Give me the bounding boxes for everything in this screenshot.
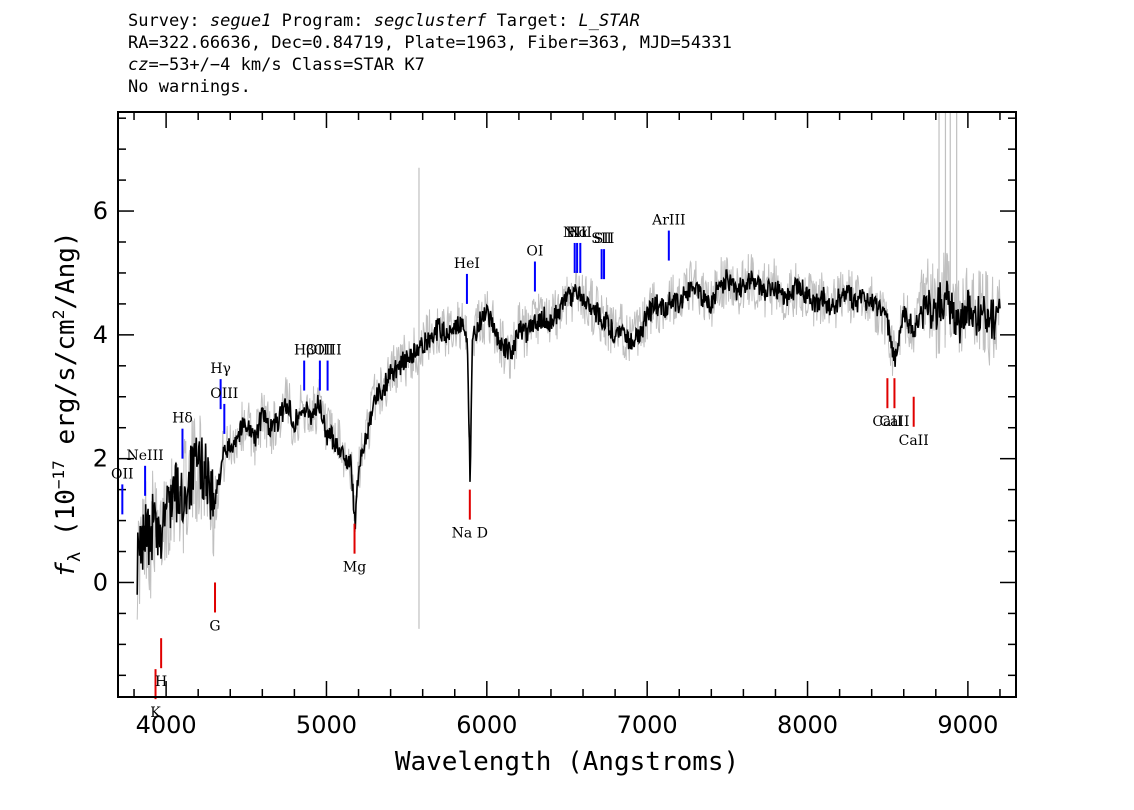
program-name: segclusterf <box>373 11 487 31</box>
emission-line-label: OI <box>526 244 543 260</box>
x-tick-label: 5000 <box>296 711 357 739</box>
x-axis-title: Wavelength (Angstroms) <box>395 747 739 777</box>
x-tick-label: 6000 <box>456 711 517 739</box>
y-axis-title: fλ (10−17 erg/s/cm2/Ang) <box>49 231 85 577</box>
emission-line-label: Hα <box>566 225 588 241</box>
emission-line-label: OIII <box>210 386 238 402</box>
absorption-line-label: H <box>155 674 167 690</box>
x-tick-label: 8000 <box>777 711 838 739</box>
error-band <box>136 112 1001 629</box>
y-tick-label: 4 <box>93 321 108 349</box>
absorption-line-label: CaII <box>899 433 929 449</box>
absorption-line-label: G <box>209 618 220 634</box>
survey-name: segue1 <box>209 11 272 31</box>
emission-line-label: NII <box>563 225 586 241</box>
header-line-4: No warnings. <box>128 77 251 97</box>
absorption-line-label: CaII <box>872 414 902 430</box>
y-tick-label: 2 <box>93 445 108 473</box>
absorption-line-label: Na D <box>452 526 488 542</box>
flux-line <box>136 269 1001 595</box>
x-tick-label: 9000 <box>937 711 998 739</box>
x-tick-label: 7000 <box>617 711 678 739</box>
absorption-line-label: Mg <box>343 560 366 576</box>
emission-line-label: NII <box>569 225 592 241</box>
flux-error-trace <box>136 252 1001 620</box>
emission-line-label: Hβ <box>294 343 314 359</box>
axis-ticks <box>118 112 1016 697</box>
emission-line-label: OIII <box>314 343 342 359</box>
emission-line-label: Hγ <box>210 361 231 377</box>
header-line-3: cz=−53+/−4 km/s Class=STAR K7 <box>128 54 732 76</box>
header-line-2: RA=322.66636, Dec=0.84719, Plate=1963, F… <box>128 33 732 53</box>
x-tick-label: 4000 <box>136 711 197 739</box>
absorption-line-label: CaII <box>879 414 909 430</box>
emission-line-label: ArIII <box>651 213 685 229</box>
emission-line-label: OII <box>111 466 134 482</box>
header-line-1: Survey: segue1 Program: segclusterf Targ… <box>128 11 640 31</box>
emission-line-label: SII <box>594 231 615 247</box>
emission-line-label: Hδ <box>172 411 193 427</box>
cz-value: =−53+/−4 <box>148 55 231 75</box>
target-name: L_STAR <box>578 11 640 31</box>
emission-line-label: HeI <box>454 256 480 272</box>
emission-line-label: OIII <box>306 343 334 359</box>
y-tick-label: 0 <box>93 568 108 596</box>
flux-series <box>136 269 1001 595</box>
emission-line-label: SII <box>591 231 612 247</box>
tick-labels: 4000 5000 6000 7000 8000 9000 0 2 4 6 <box>93 197 999 739</box>
emission-line-label: NeIII <box>127 448 164 464</box>
cz-class: km/s Class=STAR K7 <box>230 55 425 75</box>
spectrum-header: Survey: segue1 Program: segclusterf Targ… <box>128 10 732 98</box>
cz-label: cz <box>128 55 149 75</box>
absorption-line-label: K <box>150 705 161 721</box>
plot-frame <box>117 111 1017 698</box>
y-tick-label: 6 <box>93 197 108 225</box>
